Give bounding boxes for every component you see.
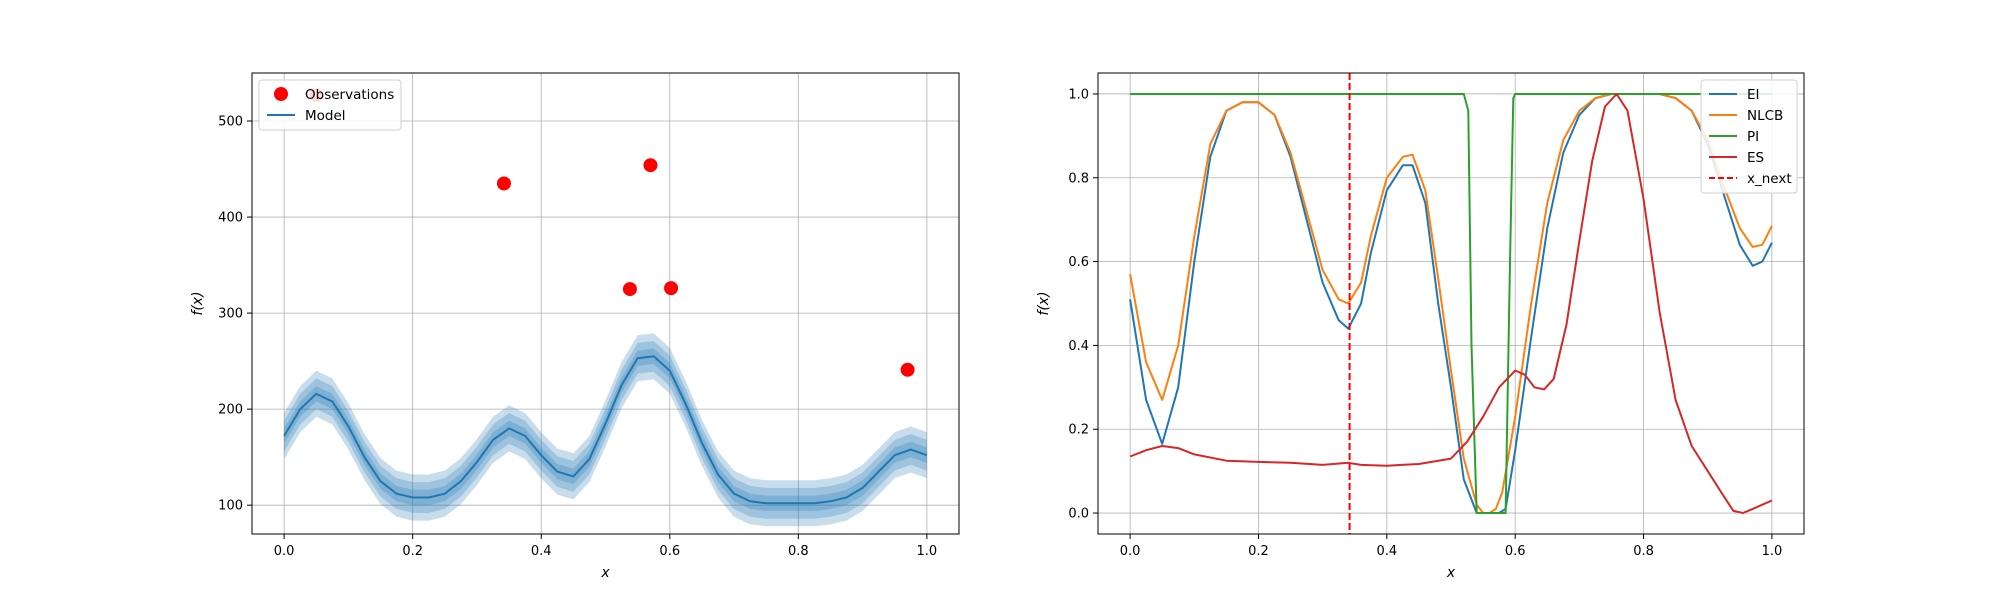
- y-axis-label: f(x): [190, 291, 206, 315]
- legend: Observations Model: [258, 79, 402, 131]
- x-tick-label: 1.0: [917, 544, 938, 559]
- legend-label: Model: [305, 108, 346, 124]
- legend-label: Observations: [305, 87, 394, 103]
- model-confidence-band: [284, 333, 927, 527]
- legend-box: [258, 79, 402, 131]
- legend-label: PI: [1747, 129, 1759, 145]
- y-tick-label: 300: [218, 307, 243, 322]
- x-axis-label: x: [1446, 565, 1456, 581]
- x-tick-label: 0.6: [1505, 544, 1526, 559]
- model-confidence-band: [284, 348, 927, 511]
- x-axis-label: x: [600, 565, 610, 581]
- observation-point: [496, 176, 511, 191]
- y-tick-label: 0.6: [1068, 255, 1089, 270]
- observation-point: [664, 281, 679, 296]
- model-line: [283, 355, 928, 505]
- legend-label: x_next: [1747, 171, 1792, 187]
- x-tick-label: 0.4: [531, 544, 552, 559]
- x-tick-label: 0.4: [1376, 544, 1397, 559]
- observation-point: [622, 282, 637, 297]
- x-tick-label: 0.8: [788, 544, 809, 559]
- y-tick-label: 100: [218, 499, 243, 514]
- legend: EI NLCB PI ES x_next: [1700, 79, 1798, 194]
- x-tick-label: 0.0: [274, 544, 295, 559]
- chart-model-observations: 0.0 0.2 0.4 0.6 0.8 1.0 100 200 300 400 500 x f(x) Ob…: [190, 72, 960, 581]
- observation-point: [900, 362, 915, 377]
- legend-label: ES: [1747, 150, 1764, 166]
- series-line-ei: [1129, 93, 1773, 514]
- x-tick-label: 0.2: [402, 544, 423, 559]
- plot-area: [283, 88, 928, 527]
- series-line-pi: [1130, 93, 1772, 514]
- axes-frame: [1097, 72, 1805, 535]
- series-line-es: [1129, 93, 1773, 514]
- y-tick-label: 0.4: [1068, 339, 1089, 354]
- axes-frame: [251, 72, 960, 535]
- x-tick-label: 1.0: [1762, 544, 1783, 559]
- y-tick-label: 0.8: [1068, 171, 1089, 186]
- y-tick-label: 0.2: [1068, 423, 1089, 438]
- y-tick-label: 400: [218, 211, 243, 226]
- series-line-nlcb: [1129, 93, 1773, 514]
- legend-box: [1700, 79, 1798, 194]
- grid: [1098, 73, 1804, 534]
- legend-label: EI: [1747, 87, 1760, 103]
- y-tick-label: 0.0: [1068, 507, 1089, 522]
- legend-label: NLCB: [1747, 108, 1783, 124]
- model-confidence-band: [284, 341, 927, 519]
- y-axis-label: f(x): [1036, 291, 1052, 315]
- x-tick-label: 0.8: [1633, 544, 1654, 559]
- y-tick-label: 200: [218, 403, 243, 418]
- x-tick-label: 0.0: [1120, 544, 1141, 559]
- legend-marker: [274, 87, 288, 101]
- chart-acquisition-functions: 0.0 0.2 0.4 0.6 0.8 1.0 0.0 0.2 0.4 0.6 0.8 1.0 x f(x…: [1036, 72, 1805, 581]
- plot-area: [1129, 73, 1773, 534]
- y-tick-label: 1.0: [1068, 87, 1089, 102]
- x-tick-label: 0.2: [1248, 544, 1269, 559]
- x-tick-label: 0.6: [659, 544, 680, 559]
- observation-point: [643, 158, 658, 173]
- y-tick-label: 500: [218, 115, 243, 130]
